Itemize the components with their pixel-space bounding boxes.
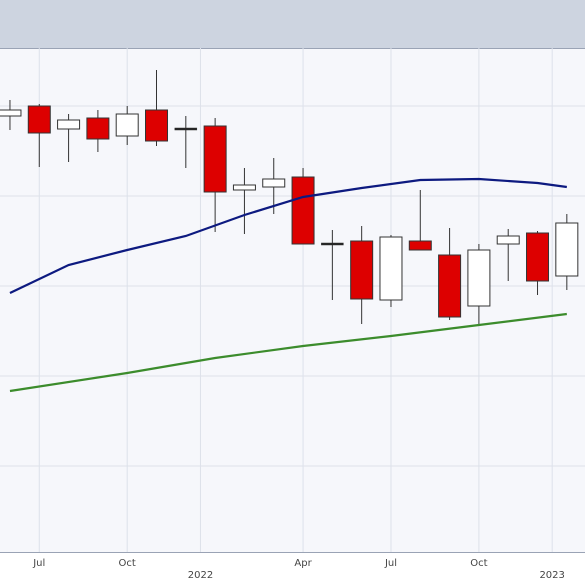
candle-body (57, 119, 81, 130)
candle-body (86, 117, 110, 140)
candle-body (0, 109, 22, 117)
candle-body (526, 232, 550, 282)
candle-body (496, 235, 520, 245)
candle-body (408, 240, 432, 251)
x-tick-label: Jul (32, 558, 45, 569)
candle-body (350, 240, 374, 300)
x-tick-label: Oct (470, 558, 487, 569)
candle-body (555, 222, 579, 277)
x-tick-label: 2022 (188, 570, 213, 581)
candle-body (262, 178, 286, 188)
x-tick-label: 2023 (539, 570, 564, 581)
moving-average-line (9, 177, 567, 294)
candle-body (438, 254, 462, 318)
candle-body (467, 249, 491, 307)
candle-body (291, 176, 315, 245)
candle-body (203, 125, 227, 193)
candle-body (115, 113, 139, 137)
candle-body (145, 109, 169, 142)
x-tick-label: Apr (294, 558, 312, 569)
candle-body (379, 236, 403, 301)
candle-body (232, 184, 256, 191)
x-tick-label: Oct (119, 558, 136, 569)
candle-body (174, 127, 198, 131)
x-tick-label: Jul (384, 558, 397, 569)
candle-body (27, 105, 51, 134)
header-bar (0, 0, 585, 48)
moving-average-line (9, 312, 567, 393)
candle-body (321, 242, 344, 246)
